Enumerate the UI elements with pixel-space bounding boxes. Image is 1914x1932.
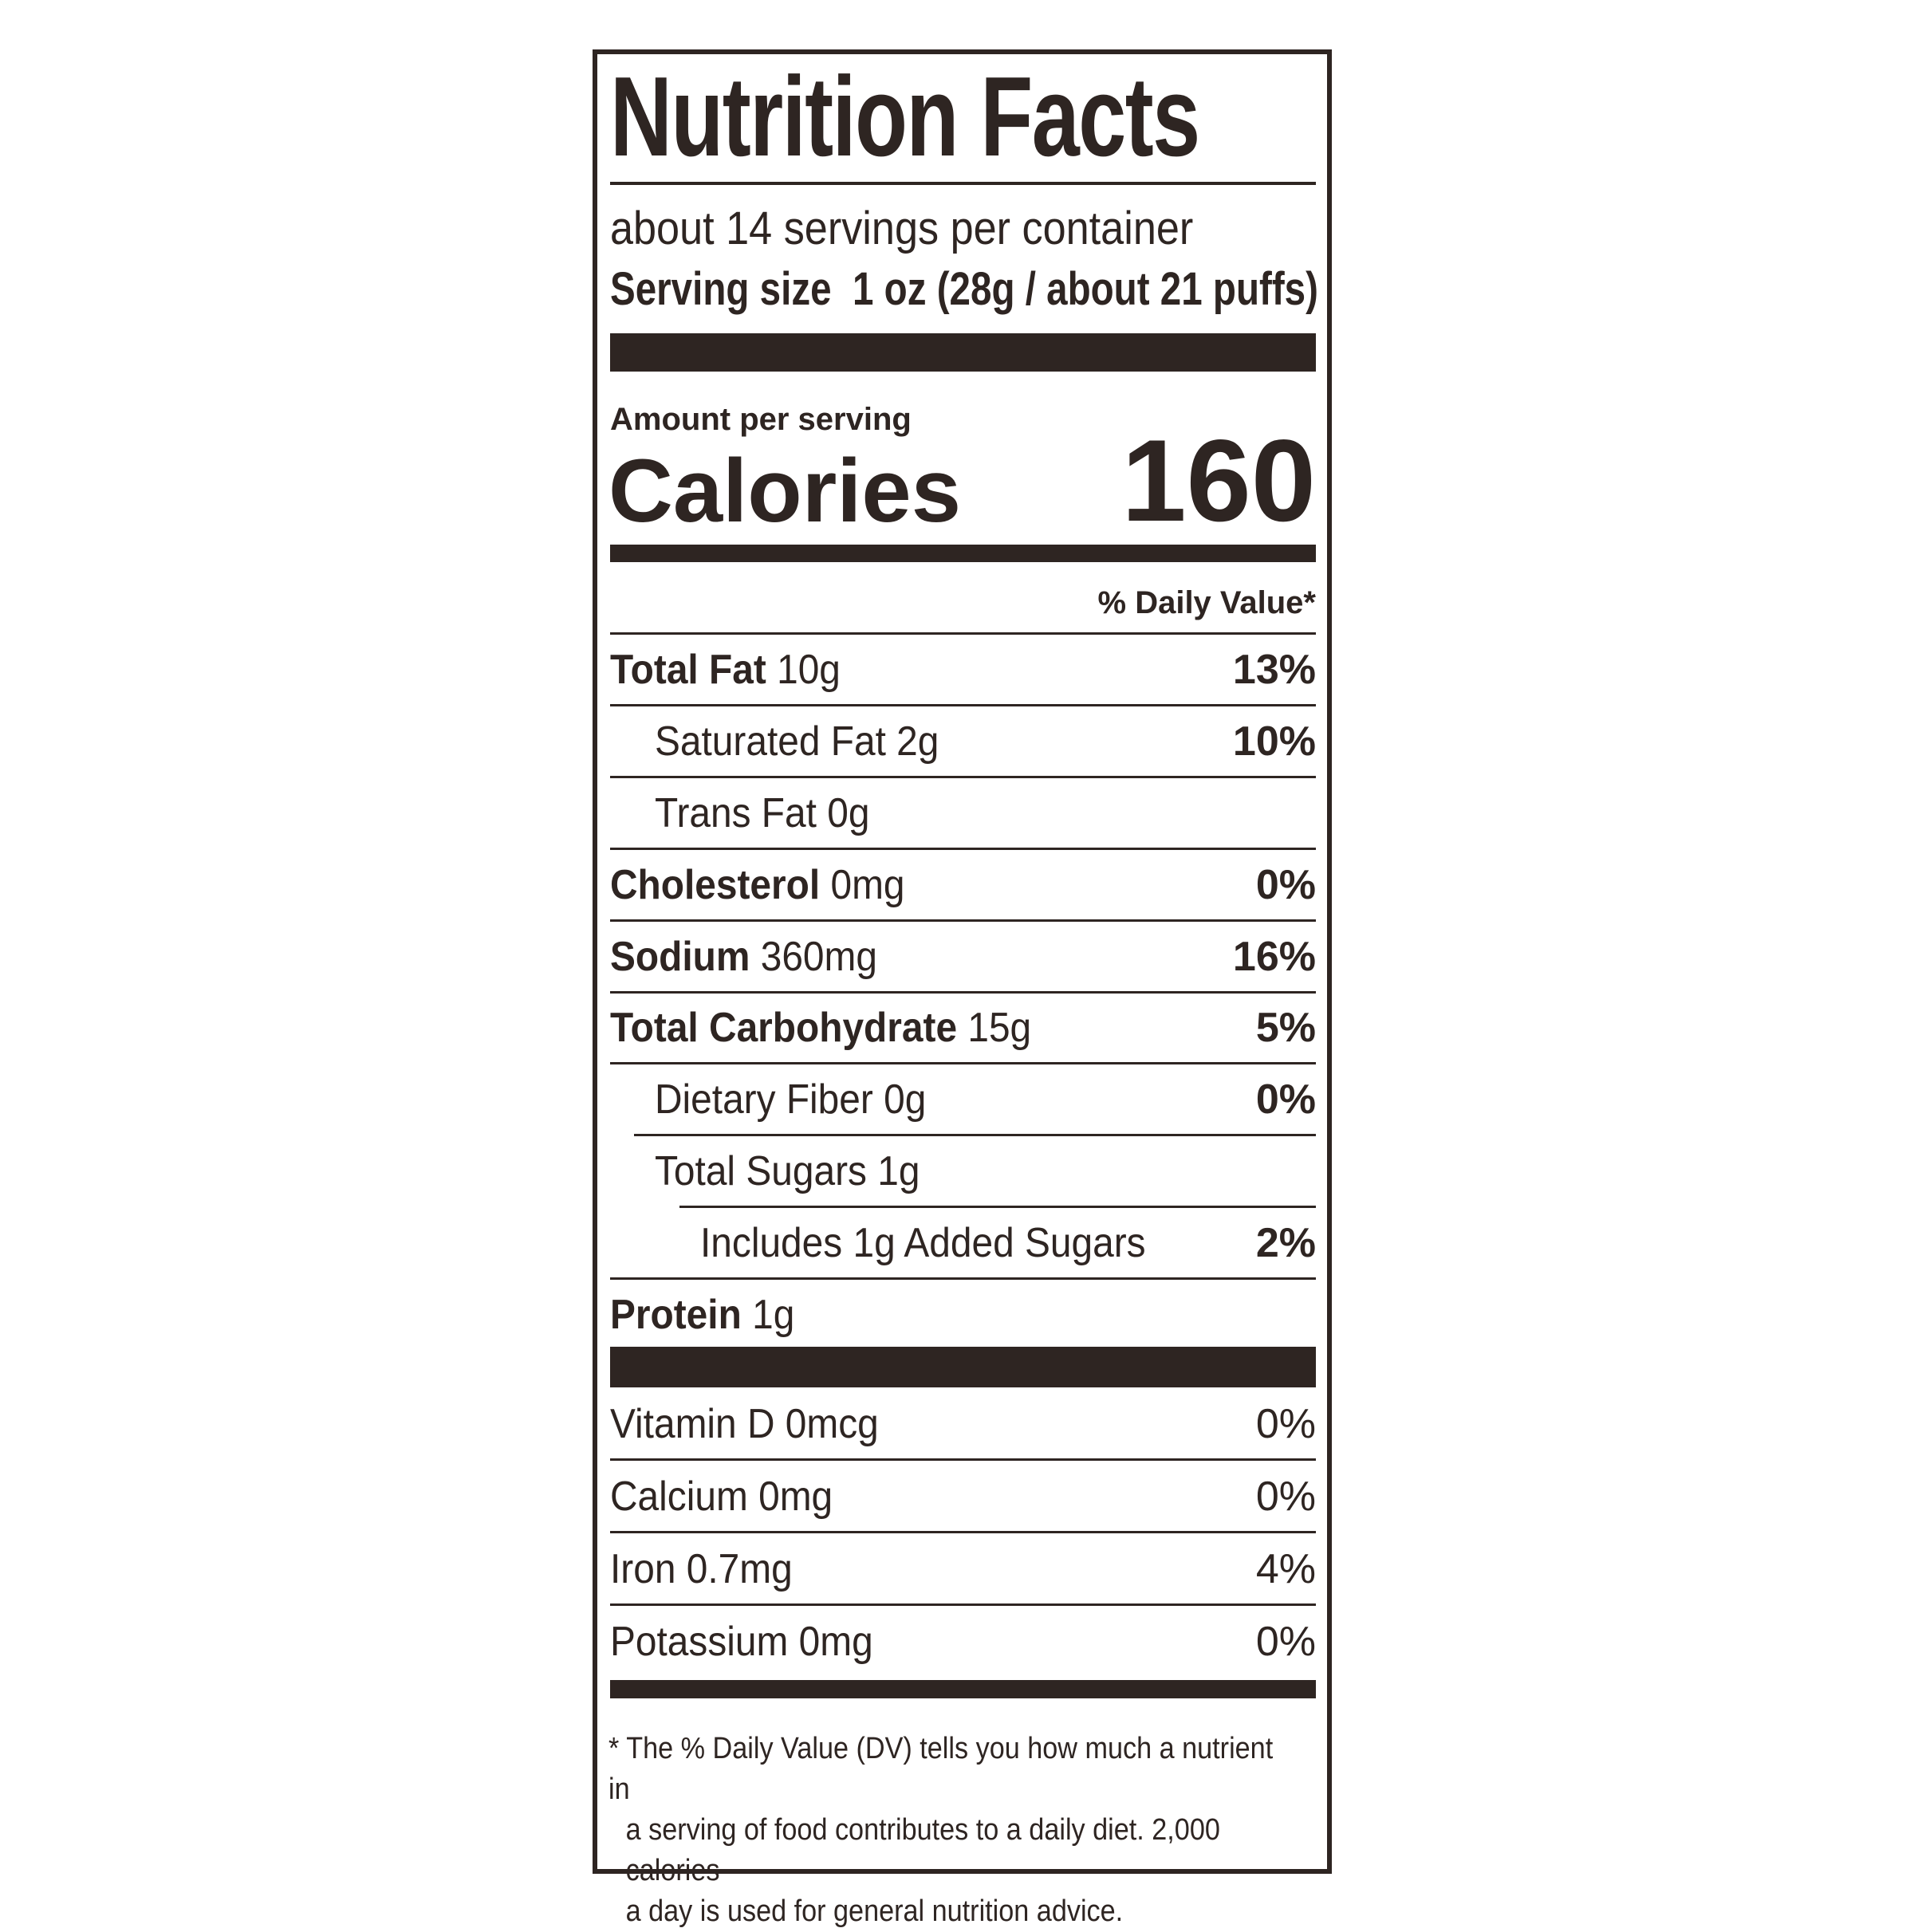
vitamin-name: Vitamin D 0mcg xyxy=(610,1400,879,1448)
nutrient-label: Includes 1g Added Sugars xyxy=(700,1220,1146,1267)
nutrient-row: Cholesterol 0mg 0% xyxy=(610,849,1316,921)
thick-divider xyxy=(610,1347,1316,1387)
nutrient-amount: 1g xyxy=(877,1148,920,1195)
row-divider xyxy=(610,1603,1316,1606)
row-divider xyxy=(610,1277,1316,1281)
daily-value-header: % Daily Value* xyxy=(1097,585,1316,620)
footnote-line: a day is used for general nutrition advi… xyxy=(625,1895,1124,1928)
calories-label: Calories xyxy=(608,441,961,541)
row-divider xyxy=(610,1062,1316,1065)
servings-per-container: about 14 servings per container xyxy=(610,203,1194,254)
vitamin-row: Iron 0.7mg 4% xyxy=(610,1533,1316,1605)
nutrient-row: Sodium 360mg 16% xyxy=(610,921,1316,993)
nutrient-label: Trans Fat xyxy=(655,789,817,836)
nutrient-label: Dietary Fiber xyxy=(655,1076,873,1123)
nutrient-row: Includes 1g Added Sugars 2% xyxy=(610,1207,1316,1279)
row-divider xyxy=(610,632,1316,635)
row-divider xyxy=(610,1458,1316,1461)
row-divider xyxy=(610,1531,1316,1533)
row-divider xyxy=(610,919,1316,922)
nutrient-label: Cholesterol xyxy=(610,861,821,908)
nutrient-name: Total Fat 10g xyxy=(610,646,841,694)
nutrient-amount: 2g xyxy=(896,718,939,765)
vitamin-name: Iron 0.7mg xyxy=(610,1545,793,1593)
vitamin-label: Potassium xyxy=(610,1618,789,1665)
nutrient-row: Dietary Fiber 0g 0% xyxy=(610,1064,1316,1135)
nutrient-amount: 10g xyxy=(777,646,841,693)
nutrient-name: Protein 1g xyxy=(610,1291,794,1339)
nutrient-name: Sodium 360mg xyxy=(610,933,877,981)
nutrient-amount: 0mg xyxy=(830,861,905,908)
vitamin-row: Vitamin D 0mcg 0% xyxy=(610,1387,1316,1460)
nutrient-row: Trans Fat 0g xyxy=(610,777,1316,849)
nutrient-amount: 15g xyxy=(967,1005,1032,1052)
calories-value: 160 xyxy=(1121,415,1316,545)
nutrient-label: Sodium xyxy=(610,933,750,980)
nutrient-name: Dietary Fiber 0g xyxy=(655,1076,926,1123)
nutrient-daily-value: 5% xyxy=(1255,1005,1316,1052)
nutrient-daily-value: 10% xyxy=(1232,718,1316,765)
vitamin-label: Vitamin D xyxy=(610,1400,775,1447)
vitamin-daily-value: 0% xyxy=(1255,1618,1316,1665)
nutrient-row: Protein 1g xyxy=(610,1279,1316,1351)
nutrition-facts-label: Nutrition Facts about 14 servings per co… xyxy=(593,49,1332,1928)
nutrient-daily-value: 0% xyxy=(1255,861,1316,908)
nutrient-amount: 0g xyxy=(884,1076,927,1123)
vitamin-daily-value: 0% xyxy=(1255,1400,1316,1447)
nutrient-label: Total Carbohydrate xyxy=(610,1005,958,1052)
vitamin-amount: 0mg xyxy=(798,1618,873,1665)
nutrient-amount: 1g xyxy=(752,1292,795,1339)
nutrient-name: Total Carbohydrate 15g xyxy=(610,1004,1031,1052)
medium-divider xyxy=(610,1680,1316,1698)
vitamin-daily-value: 4% xyxy=(1255,1545,1316,1592)
nutrient-daily-value: 0% xyxy=(1255,1076,1316,1123)
row-divider xyxy=(634,1134,1316,1137)
nutrient-label: Total Sugars xyxy=(655,1148,867,1195)
nutrient-name: Cholesterol 0mg xyxy=(610,861,905,909)
medium-divider xyxy=(610,545,1316,562)
nutrient-label: Protein xyxy=(610,1292,742,1339)
row-divider xyxy=(610,847,1316,850)
vitamin-amount: 0mcg xyxy=(785,1400,879,1447)
nutrient-amount: 0g xyxy=(827,789,870,836)
nutrient-amount: 360mg xyxy=(760,933,877,980)
nutrient-label: Saturated Fat xyxy=(655,718,886,765)
row-divider xyxy=(610,775,1316,778)
nutrient-daily-value: 16% xyxy=(1232,933,1316,980)
vitamin-daily-value: 0% xyxy=(1255,1473,1316,1520)
vitamin-name: Calcium 0mg xyxy=(610,1473,833,1521)
row-divider xyxy=(610,703,1316,706)
footnote-line: a serving of food contributes to a daily… xyxy=(625,1813,1220,1887)
label-title: Nutrition Facts xyxy=(610,53,1200,180)
nutrient-daily-value: 2% xyxy=(1255,1220,1316,1267)
row-divider xyxy=(679,1206,1316,1209)
nutrient-row: Total Fat 10g 13% xyxy=(610,634,1316,706)
footnote-line: * The % Daily Value (DV) tells you how m… xyxy=(608,1732,1274,1806)
vitamin-amount: 0.7mg xyxy=(686,1545,793,1592)
nutrient-name: Saturated Fat 2g xyxy=(655,718,939,765)
divider xyxy=(610,182,1316,185)
nutrient-label: Total Fat xyxy=(610,646,766,693)
nutrient-row: Total Carbohydrate 15g 5% xyxy=(610,993,1316,1064)
vitamin-row: Potassium 0mg 0% xyxy=(610,1605,1316,1678)
vitamin-label: Iron xyxy=(610,1545,676,1592)
thick-divider xyxy=(610,333,1316,372)
vitamin-name: Potassium 0mg xyxy=(610,1618,873,1666)
nutrient-name: Trans Fat 0g xyxy=(655,789,869,837)
vitamin-label: Calcium xyxy=(610,1473,748,1520)
amount-per-serving: Amount per serving xyxy=(610,402,912,437)
nutrient-row: Total Sugars 1g xyxy=(610,1135,1316,1207)
serving-size: Serving size 1 oz (28g / about 21 puffs) xyxy=(610,266,1318,313)
nutrient-name: Includes 1g Added Sugars xyxy=(700,1219,1146,1267)
nutrient-row: Saturated Fat 2g 10% xyxy=(610,706,1316,777)
vitamin-row: Calcium 0mg 0% xyxy=(610,1460,1316,1533)
footnote: * The % Daily Value (DV) tells you how m… xyxy=(608,1729,1298,1932)
nutrient-daily-value: 13% xyxy=(1232,646,1316,693)
nutrient-name: Total Sugars 1g xyxy=(655,1147,920,1195)
serving-size-label: Serving size xyxy=(610,263,832,315)
serving-size-value: 1 oz (28g / about 21 puffs) xyxy=(852,263,1318,315)
row-divider xyxy=(610,990,1316,994)
vitamin-amount: 0mg xyxy=(758,1473,833,1520)
